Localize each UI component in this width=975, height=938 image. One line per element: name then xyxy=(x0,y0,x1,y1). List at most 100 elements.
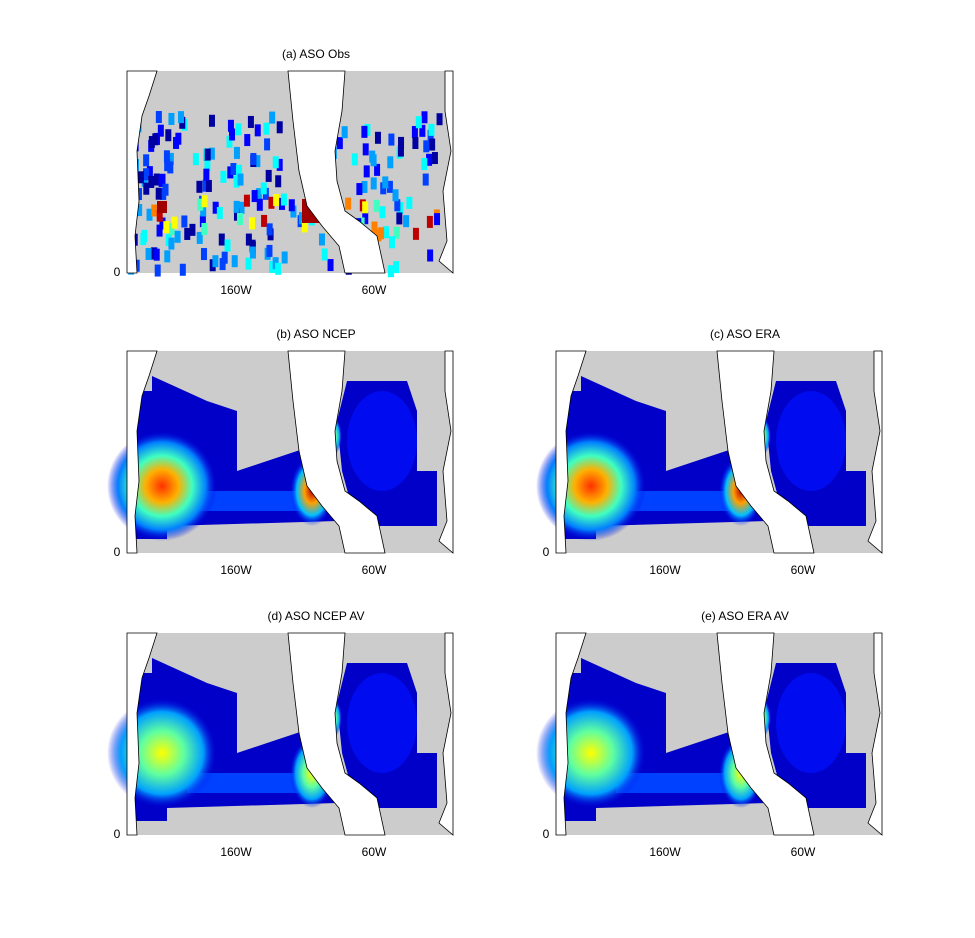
cell xyxy=(397,144,404,157)
cell xyxy=(233,175,240,188)
cell xyxy=(421,158,428,171)
land xyxy=(716,632,815,836)
cell xyxy=(406,196,413,209)
cell xyxy=(200,248,207,261)
field xyxy=(536,698,646,808)
land xyxy=(438,70,454,274)
cell xyxy=(221,251,228,264)
cell xyxy=(374,163,381,176)
cell xyxy=(419,124,426,137)
cell xyxy=(423,140,430,153)
cell xyxy=(288,199,295,212)
cell xyxy=(255,188,262,201)
cell xyxy=(383,226,390,239)
cell xyxy=(155,187,162,200)
panel-title: (c) ASO ERA xyxy=(710,327,780,341)
cell xyxy=(164,250,171,263)
field xyxy=(107,431,217,541)
land xyxy=(126,632,158,836)
x-tick-label: 60W xyxy=(791,845,816,859)
cell xyxy=(227,119,234,132)
cell xyxy=(196,231,203,244)
cell xyxy=(157,201,167,213)
cell xyxy=(251,190,258,203)
cell xyxy=(204,148,211,161)
cell xyxy=(263,122,270,135)
cell xyxy=(361,180,368,193)
field xyxy=(347,391,417,491)
y-tick-label: 0 xyxy=(114,265,121,279)
cell xyxy=(388,236,395,249)
cell xyxy=(345,197,352,210)
cell xyxy=(184,227,191,240)
cell xyxy=(362,143,369,156)
cell xyxy=(175,132,182,145)
cell xyxy=(362,212,369,225)
cell xyxy=(178,111,185,124)
cell xyxy=(167,152,174,165)
map-panel: (d) ASO NCEP AV 0 160W 60W xyxy=(107,609,454,859)
cell xyxy=(275,175,282,188)
cell xyxy=(201,195,208,208)
cell xyxy=(301,220,308,233)
cell xyxy=(396,212,403,225)
cell xyxy=(393,261,400,274)
cell xyxy=(205,179,212,192)
cell xyxy=(143,154,150,167)
cell xyxy=(231,255,238,268)
x-tick-label: 60W xyxy=(791,563,816,577)
cell xyxy=(422,173,429,186)
cell xyxy=(152,133,159,146)
cell xyxy=(434,213,441,226)
cell xyxy=(370,154,377,167)
cell xyxy=(156,209,163,222)
cell xyxy=(379,206,386,219)
cell xyxy=(148,175,155,188)
cell xyxy=(382,176,389,189)
cell xyxy=(269,260,276,273)
cell xyxy=(244,134,251,147)
cell xyxy=(220,170,227,183)
cell xyxy=(336,137,343,150)
map-panel: (c) ASO ERA 0 160W 60W xyxy=(536,327,883,577)
land xyxy=(287,70,386,274)
land xyxy=(126,350,158,554)
y-tick-label: 0 xyxy=(114,545,121,559)
cell xyxy=(237,173,244,186)
cell xyxy=(212,201,219,214)
land xyxy=(867,350,883,554)
cell xyxy=(387,265,394,278)
cell xyxy=(229,128,236,141)
cell xyxy=(281,251,288,264)
cell xyxy=(363,165,370,178)
cell xyxy=(230,163,237,176)
cell xyxy=(412,136,419,149)
cell xyxy=(179,263,186,276)
cell xyxy=(163,221,170,234)
cell xyxy=(236,164,243,177)
panel-title: (d) ASO NCEP AV xyxy=(268,609,365,623)
cell xyxy=(290,205,297,218)
cell xyxy=(374,131,381,144)
cell xyxy=(143,168,150,181)
cell xyxy=(151,204,158,217)
cell xyxy=(375,229,382,242)
cell xyxy=(201,222,208,235)
cell xyxy=(269,111,276,124)
land xyxy=(555,350,587,554)
cell xyxy=(168,112,175,125)
map-panel: (e) ASO ERA AV 0 160W 60W xyxy=(536,609,883,859)
cell xyxy=(398,136,405,149)
cell xyxy=(254,124,261,137)
cell xyxy=(204,159,211,172)
cell xyxy=(373,199,380,212)
cell xyxy=(427,249,434,262)
x-tick-label: 160W xyxy=(649,563,681,577)
cell xyxy=(219,258,226,271)
cell xyxy=(371,221,378,234)
cell xyxy=(218,233,225,246)
land xyxy=(287,350,386,554)
cell xyxy=(238,201,245,214)
cell xyxy=(421,111,428,124)
land xyxy=(126,70,158,274)
